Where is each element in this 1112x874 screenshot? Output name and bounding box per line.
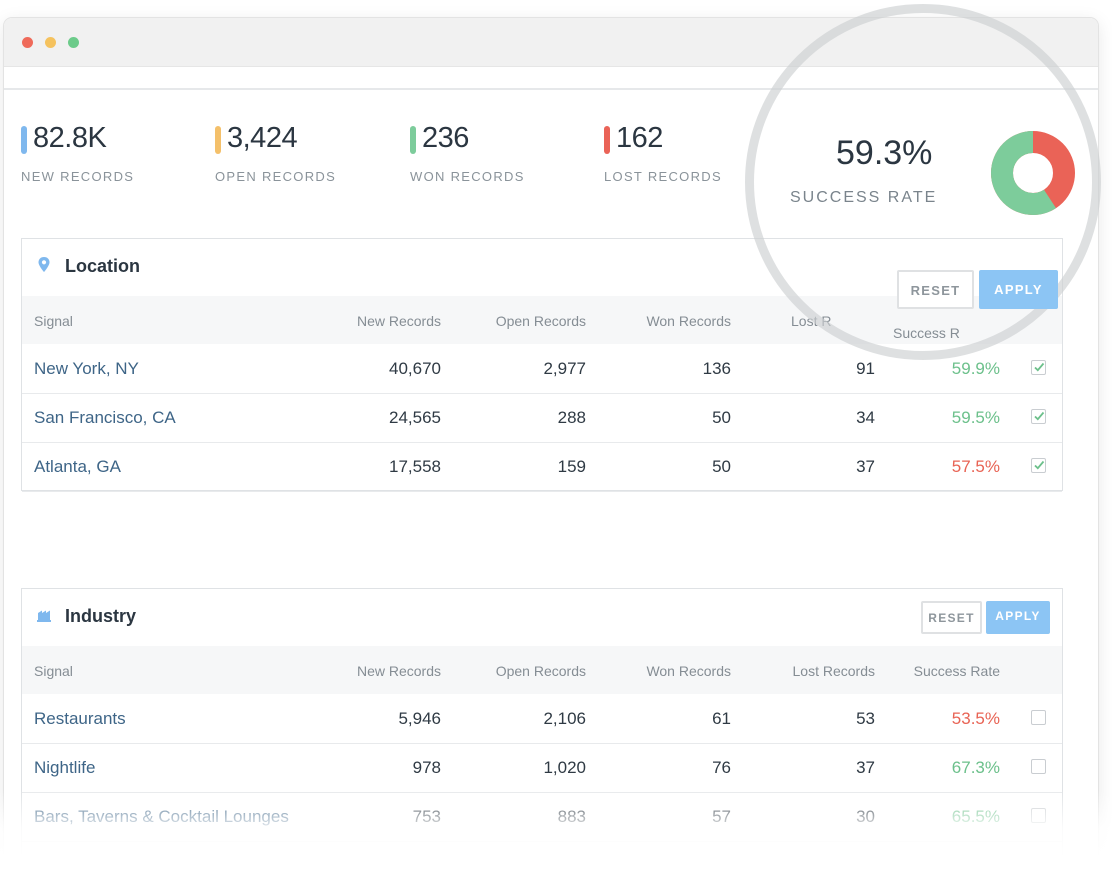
row-lost-records: 53	[856, 709, 875, 728]
row-new-records: 5,946	[398, 709, 441, 728]
column-header-lost-records: Lost Records	[792, 663, 875, 679]
industry-reset-button[interactable]: RESET	[921, 601, 982, 634]
row-lost-records: 91	[856, 359, 875, 378]
row-checkbox[interactable]	[1031, 360, 1046, 375]
stat-color-bar	[215, 126, 221, 154]
stat-color-bar	[604, 126, 610, 154]
checkmark-icon	[1034, 411, 1045, 421]
column-header-new-records: New Records	[356, 663, 441, 679]
column-header-lost-records: Lost R	[791, 313, 832, 329]
stat-label: OPEN RECORDS	[215, 169, 337, 184]
row-new-records: 17,558	[389, 457, 441, 476]
industry-apply-button[interactable]: APPLY	[986, 601, 1050, 634]
column-header-open-records: Open Records	[495, 313, 586, 329]
row-open-records: 2,106	[543, 709, 586, 728]
row-open-records: 2,977	[543, 359, 586, 378]
close-window-button[interactable]	[22, 37, 33, 48]
success-rate-donut	[991, 131, 1075, 215]
row-new-records: 40,670	[389, 359, 441, 378]
stat-value: 3,424	[227, 122, 298, 154]
stat-label: LOST RECORDS	[604, 169, 722, 184]
minimize-window-button[interactable]	[45, 37, 56, 48]
industry-icon	[37, 610, 51, 622]
row-won-records: 50	[712, 457, 731, 476]
row-new-records: 24,565	[389, 408, 441, 427]
location-reset-button[interactable]: RESET	[897, 270, 974, 309]
row-checkbox[interactable]	[1031, 409, 1046, 424]
row-checkbox[interactable]	[1031, 458, 1046, 473]
industry-panel-header: Industry RESET APPLY	[22, 589, 1062, 647]
success-rate-label: SUCCESS RATE	[790, 189, 938, 206]
row-checkbox[interactable]	[1031, 710, 1046, 725]
location-panel-title: Location	[65, 256, 140, 276]
title-bar	[4, 18, 1098, 67]
table-row[interactable]: New York, NY 40,670 2,977 136 91 59.9%	[22, 344, 1062, 394]
column-header-signal: Signal	[34, 313, 73, 329]
maximize-window-button[interactable]	[68, 37, 79, 48]
column-header-new-records: New Records	[356, 313, 441, 329]
column-header-won-records: Won Records	[646, 663, 731, 679]
table-row[interactable]: Nightlife 978 1,020 76 37 67.3%	[22, 743, 1062, 793]
row-lost-records: 34	[856, 408, 875, 427]
row-signal-name[interactable]: Nightlife	[34, 758, 96, 777]
column-header-success-rate: Success R	[893, 325, 960, 341]
stat-label: WON RECORDS	[410, 169, 525, 184]
column-header-signal: Signal	[34, 663, 73, 679]
row-success-rate: 53.5%	[951, 709, 1000, 728]
row-success-rate: 59.9%	[951, 359, 1000, 378]
row-signal-name[interactable]: Restaurants	[34, 709, 126, 728]
column-header-open-records: Open Records	[495, 663, 586, 679]
row-won-records: 76	[712, 758, 731, 777]
stat-value: 236	[422, 122, 469, 154]
row-success-rate: 57.5%	[951, 457, 1000, 476]
row-open-records: 1,020	[543, 758, 586, 777]
stat-value: 162	[616, 122, 663, 154]
row-new-records: 978	[412, 758, 441, 777]
row-success-rate: 59.5%	[951, 408, 1000, 427]
row-success-rate: 67.3%	[951, 758, 1000, 777]
row-won-records: 136	[702, 359, 731, 378]
stat-color-bar	[410, 126, 416, 154]
row-signal-name[interactable]: San Francisco, CA	[34, 408, 176, 427]
location-table-header: Signal New Records Open Records Won Reco…	[22, 296, 1062, 344]
stat-color-bar	[21, 126, 27, 154]
row-open-records: 288	[557, 408, 586, 427]
table-row[interactable]: Atlanta, GA 17,558 159 50 37 57.5%	[22, 442, 1062, 492]
industry-panel-title: Industry	[65, 606, 137, 626]
industry-table-header: Signal New Records Open Records Won Reco…	[22, 646, 1062, 694]
table-row[interactable]: San Francisco, CA 24,565 288 50 34 59.5%	[22, 393, 1062, 443]
stat-label: NEW RECORDS	[21, 169, 135, 184]
row-checkbox[interactable]	[1031, 759, 1046, 774]
location-apply-button[interactable]: APPLY	[979, 270, 1058, 309]
row-signal-name[interactable]: New York, NY	[34, 359, 139, 378]
table-row[interactable]: Restaurants 5,946 2,106 61 53 53.5%	[22, 694, 1062, 744]
header-divider	[4, 88, 1098, 90]
row-lost-records: 37	[856, 457, 875, 476]
row-won-records: 50	[712, 408, 731, 427]
row-open-records: 159	[557, 457, 586, 476]
location-panel: Location Signal New Records Open Records…	[21, 238, 1063, 492]
success-rate-value: 59.3%	[836, 134, 933, 172]
donut-won-segment	[991, 131, 1075, 215]
bottom-fade-overlay	[0, 790, 1112, 874]
row-won-records: 61	[712, 709, 731, 728]
map-pin-icon	[38, 257, 50, 272]
column-header-success-rate: Success Rate	[913, 663, 1000, 679]
checkmark-icon	[1034, 460, 1045, 470]
row-signal-name[interactable]: Atlanta, GA	[34, 457, 121, 476]
row-lost-records: 37	[856, 758, 875, 777]
column-header-won-records: Won Records	[646, 313, 731, 329]
stat-value: 82.8K	[33, 122, 107, 154]
checkmark-icon	[1034, 362, 1045, 372]
